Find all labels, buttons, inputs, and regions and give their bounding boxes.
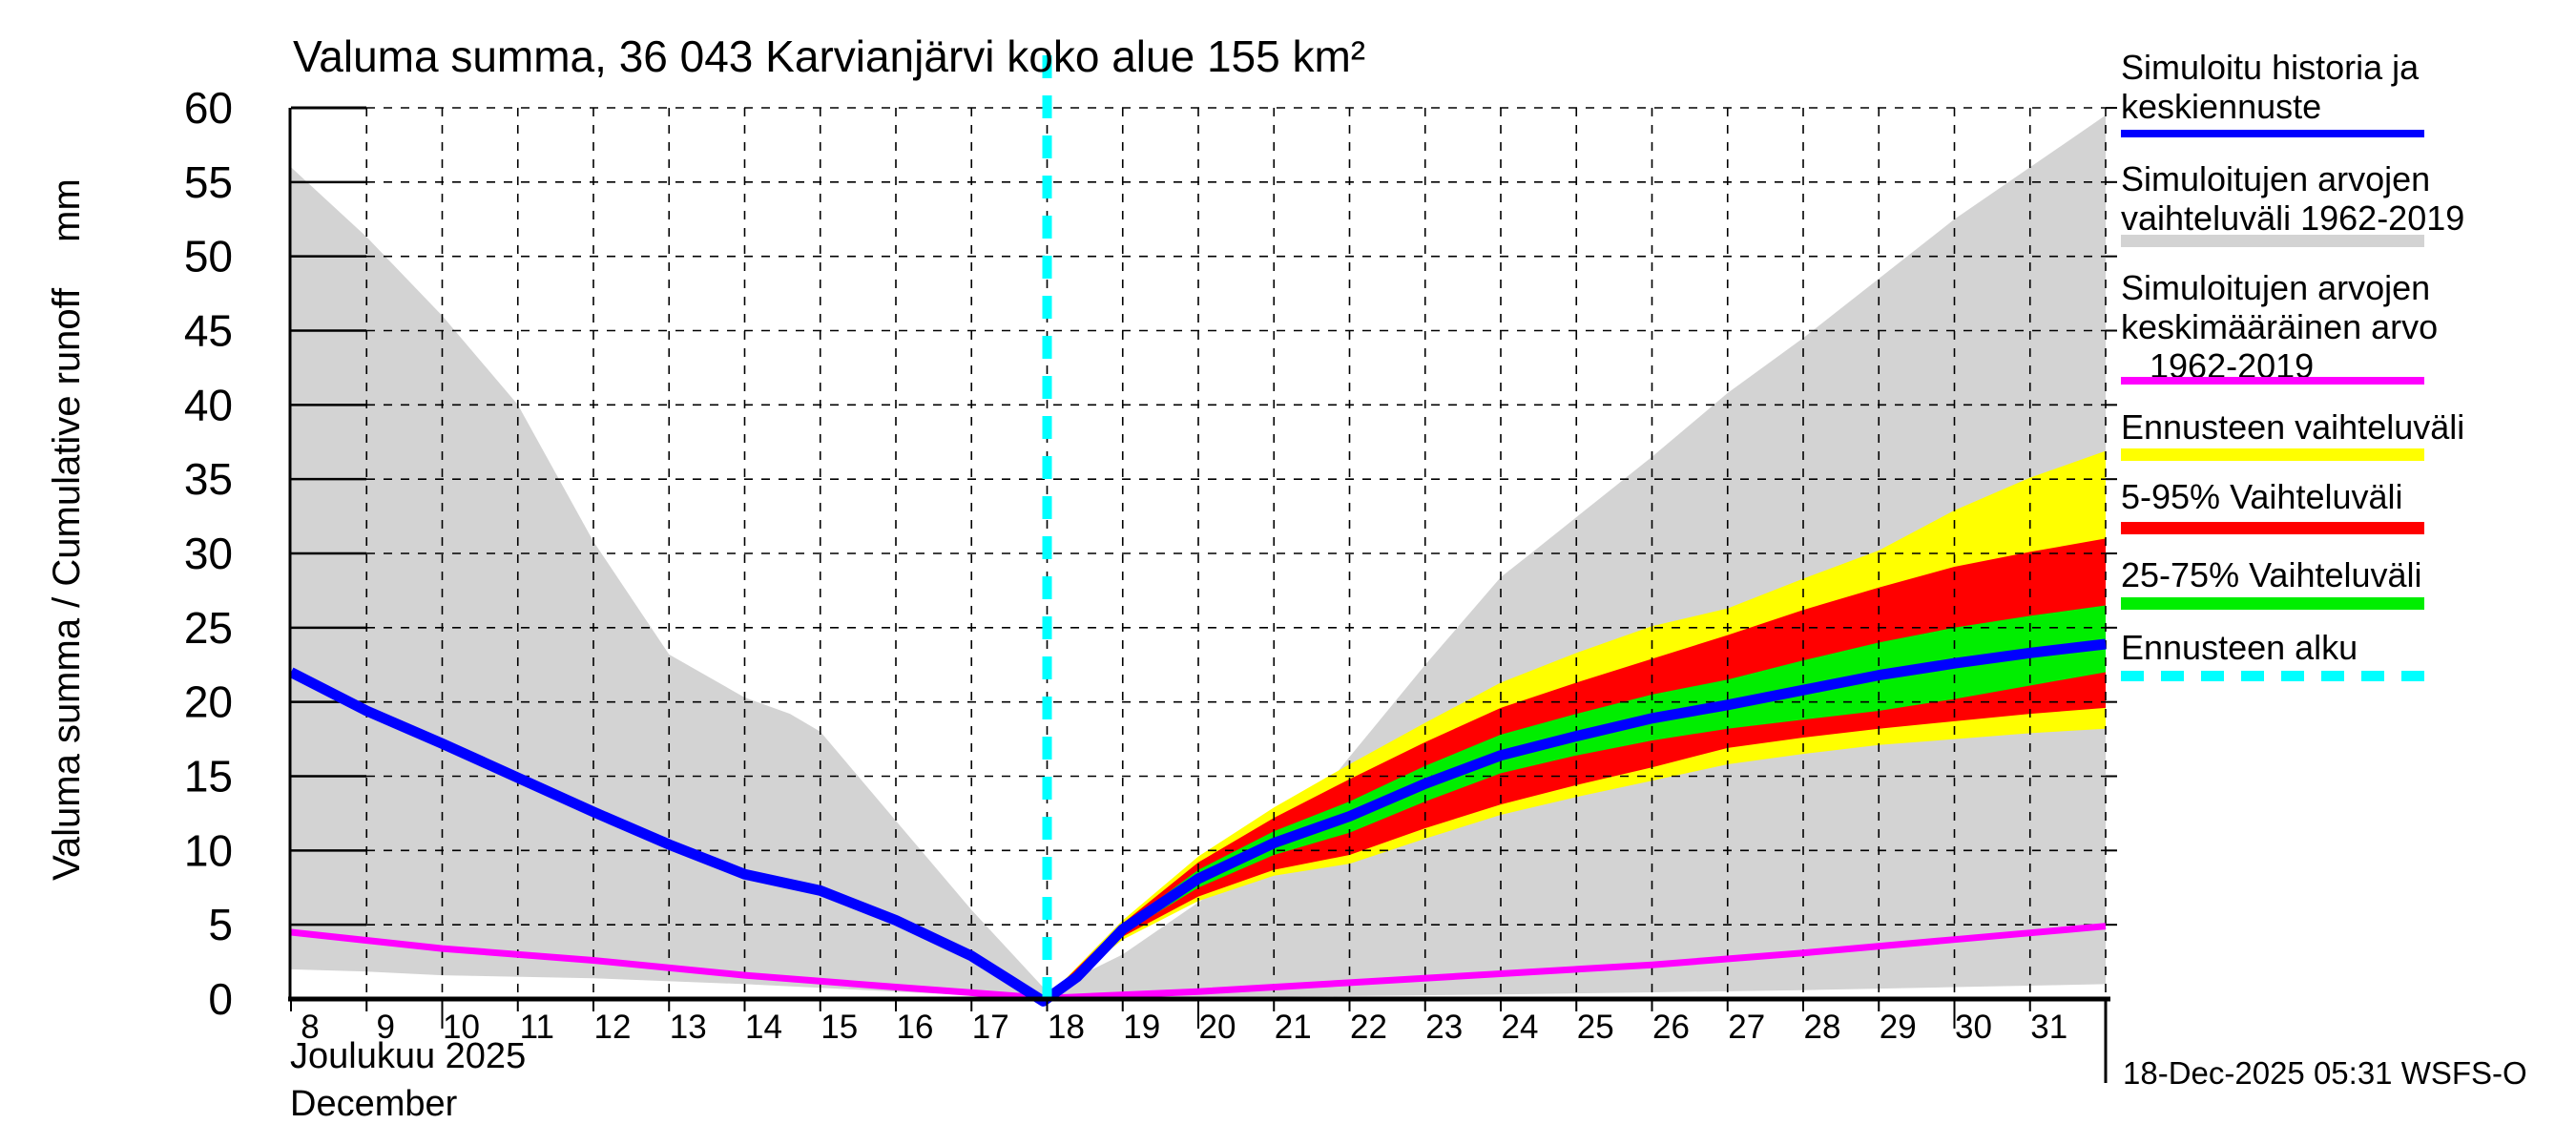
legend-swatch-band [2121, 235, 2424, 247]
x-tick-label: 25 [1577, 1009, 1614, 1046]
y-tick-label: 0 [208, 974, 233, 1024]
legend-item-label: Simuloitujen arvojen vaihteluväli 1962-20… [2121, 159, 2465, 238]
legend-item-label: Simuloitujen arvojen keskimääräinen arvo … [2121, 268, 2439, 385]
timestamp: 18-Dec-2025 05:31 WSFS-O [2123, 1055, 2527, 1091]
x-tick-label: 12 [594, 1009, 632, 1046]
band-3 [1047, 605, 2106, 999]
y-axis-label-text: Valuma summa / Cumulative runoff [46, 287, 88, 881]
legend-swatch-dashed [2121, 671, 2424, 681]
legend-swatch-line [2121, 130, 2424, 137]
y-tick-label: 25 [184, 603, 233, 653]
series-line-0 [290, 923, 2107, 1002]
y-tick-label: 40 [184, 380, 233, 429]
x-tick-label: 18 [1048, 1009, 1085, 1046]
y-tick-label: 55 [184, 157, 233, 207]
y-tick-label: 45 [184, 306, 233, 356]
x-tick-label: 26 [1652, 1009, 1690, 1046]
legend-item-label: 25-75% Vaihteluväli [2121, 555, 2422, 594]
y-tick-label: 50 [184, 232, 233, 281]
y-tick-label: 35 [184, 454, 233, 504]
x-tick-label: 24 [1502, 1009, 1539, 1046]
x-tick-label: 21 [1275, 1009, 1312, 1046]
y-tick-label: 5 [208, 900, 233, 949]
x-tick-label: 9 [377, 1009, 395, 1046]
x-tick-label: 31 [2030, 1009, 2067, 1046]
legend-swatch-band [2121, 522, 2424, 534]
legend-item-label: Ennusteen alku [2121, 628, 2358, 667]
x-tick-label: 28 [1804, 1009, 1841, 1046]
legend-item-label: Simuloitu historia ja keskiennuste [2121, 48, 2420, 126]
legend-swatch-band [2121, 597, 2424, 610]
x-tick-label: 17 [972, 1009, 1009, 1046]
legend-swatch-band [2121, 448, 2424, 461]
x-tick-label: 29 [1880, 1009, 1917, 1046]
x-tick-label: 22 [1350, 1009, 1387, 1046]
x-tick-label: 16 [897, 1009, 934, 1046]
x-tick-label: 19 [1123, 1009, 1160, 1046]
x-tick-label: 10 [443, 1009, 480, 1046]
x-tick-label: 20 [1199, 1009, 1236, 1046]
y-axis-label: Valuma summa / Cumulative runoff mm [46, 52, 92, 1007]
y-axis-unit: mm [46, 178, 88, 242]
x-tick-label: 30 [1955, 1009, 1992, 1046]
x-tick-label: 13 [670, 1009, 707, 1046]
legend: Simuloitu historia ja keskiennuste Simuloi… [2121, 0, 2569, 725]
x-tick-label: 23 [1425, 1009, 1463, 1046]
x-tick-label: 14 [745, 1009, 782, 1046]
x-tick-label: 11 [520, 1009, 554, 1046]
series-line-1 [288, 638, 2107, 1007]
x-axis-month-label-en: December [290, 1084, 458, 1124]
legend-item-label: Ennusteen vaihteluväli [2121, 407, 2465, 447]
y-tick-label: 20 [184, 677, 233, 727]
y-tick-label: 15 [184, 752, 233, 802]
x-tick-label: 15 [821, 1009, 858, 1046]
y-tick-label: 60 [184, 83, 233, 133]
legend-swatch-line [2121, 377, 2424, 385]
y-tick-label: 30 [184, 529, 233, 578]
x-tick-label: 8 [301, 1009, 319, 1046]
x-axis-month-label-fi: Joulukuu 2025 [290, 1036, 527, 1076]
y-tick-label: 10 [184, 825, 233, 875]
x-tick-label: 27 [1728, 1009, 1765, 1046]
legend-item-label: 5-95% Vaihteluväli [2121, 477, 2403, 516]
chart-title: Valuma summa, 36 043 Karvianjärvi koko a… [293, 31, 1366, 81]
